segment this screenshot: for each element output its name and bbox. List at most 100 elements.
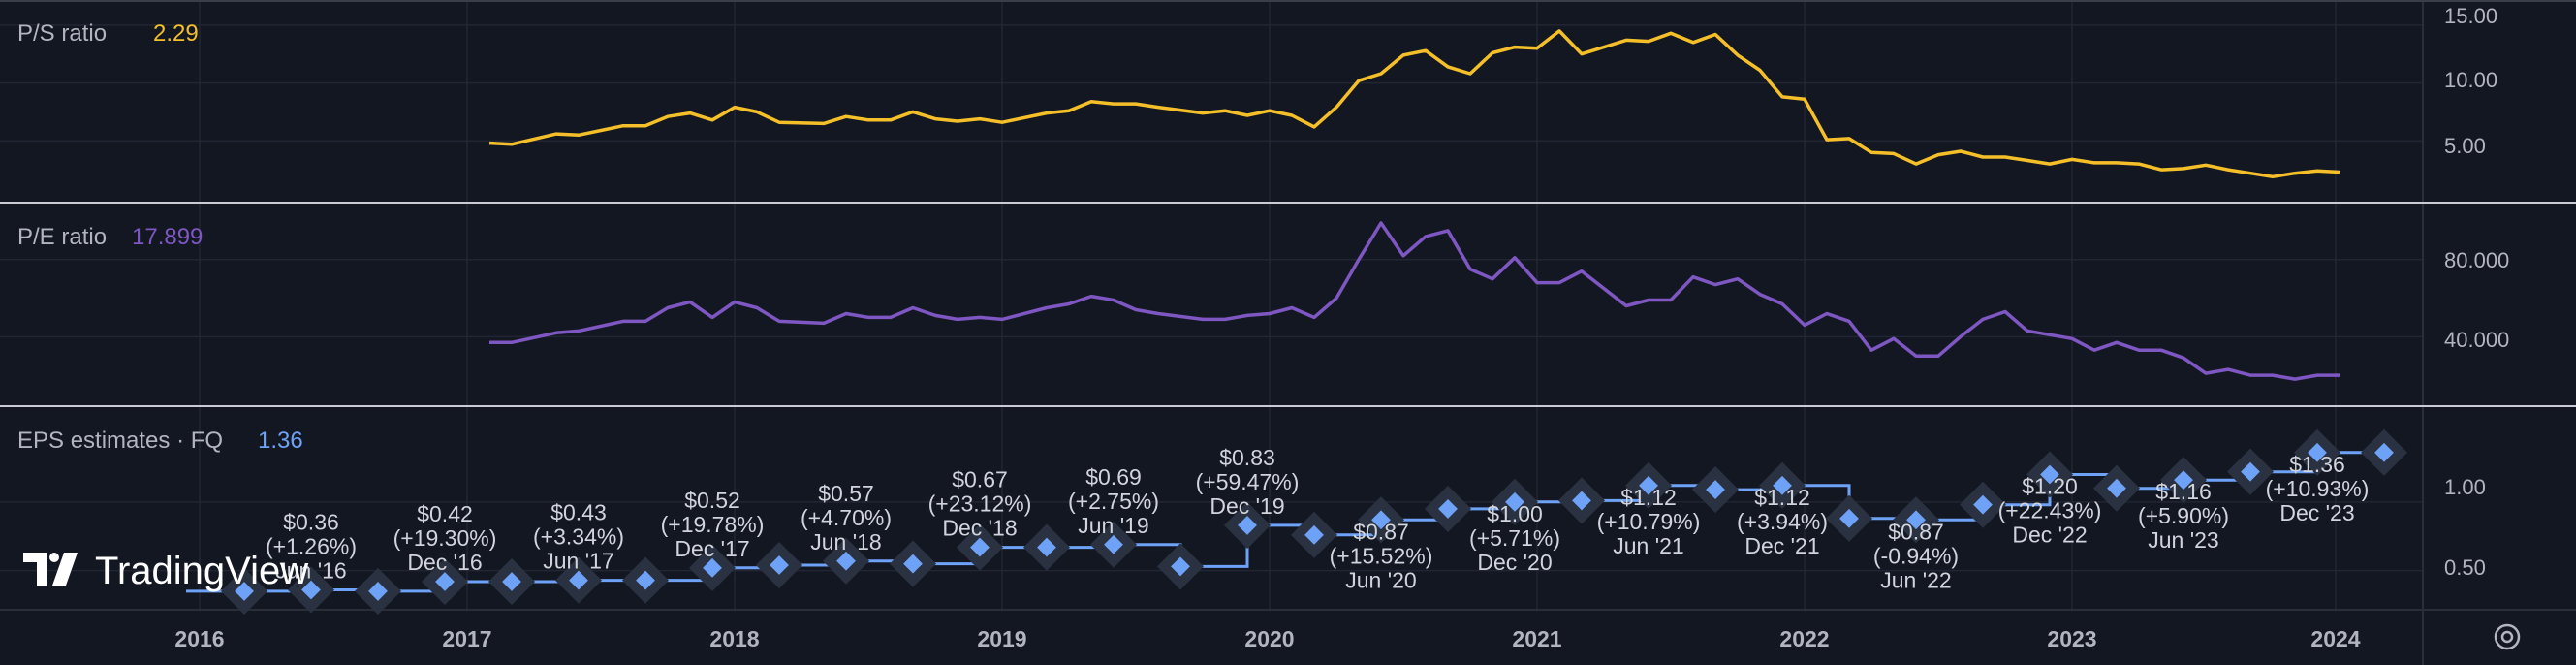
ps-pane[interactable]: P/S ratio 2.29: [17, 20, 199, 47]
eps-point[interactable]: [2308, 442, 2327, 462]
eps-point[interactable]: [1706, 480, 1725, 499]
eps-data-label: $0.36 (+1.26%) Jun '16: [266, 510, 357, 584]
eps-point[interactable]: [836, 551, 856, 571]
eps-point[interactable]: [1906, 510, 1926, 530]
x-axis[interactable]: 2016 2017 2018 2019 2020 2021 2022 2023 …: [174, 626, 2360, 651]
eps-point[interactable]: [1304, 524, 1324, 545]
pe-series-line[interactable]: [489, 221, 2340, 381]
eps-label-period: Dec '18: [942, 516, 1017, 541]
gear-icon[interactable]: [2494, 623, 2521, 650]
eps-label-period: Dec '19: [1209, 493, 1284, 519]
eps-point[interactable]: [770, 555, 789, 575]
eps-data-label: $0.87 (-0.94%) Jun '22: [1873, 519, 1959, 592]
eps-point[interactable]: [1973, 494, 1993, 515]
ps-current-value: 2.29: [153, 20, 199, 47]
eps-label-value: $0.69: [1085, 464, 1142, 490]
eps-point[interactable]: [1438, 499, 1458, 519]
eps-label-period: Dec '23: [2279, 500, 2354, 525]
eps-data-label: $0.52 (+19.78%) Dec '17: [661, 488, 765, 561]
eps-label-change: (+5.71%): [1469, 525, 1560, 551]
ps-ytick: 10.00: [2444, 68, 2497, 92]
x-tick: 2017: [442, 626, 491, 651]
x-tick: 2016: [174, 626, 224, 651]
eps-label-value: $1.12: [1620, 485, 1677, 510]
eps-label-change: (+10.79%): [1597, 509, 1701, 534]
eps-label-value: $0.83: [1219, 445, 1275, 470]
eps-label-period: Jun '22: [1880, 567, 1951, 592]
eps-label-change: (+5.90%): [2138, 503, 2229, 528]
eps-point[interactable]: [903, 554, 923, 574]
eps-point[interactable]: [368, 582, 388, 601]
eps-point[interactable]: [2241, 461, 2260, 482]
x-tick: 2024: [2310, 626, 2360, 651]
eps-label-change: (+23.12%): [928, 491, 1032, 517]
pe-y-axis[interactable]: 80.000 40.000: [2444, 248, 2509, 352]
eps-point[interactable]: [569, 570, 588, 590]
eps-point[interactable]: [2374, 442, 2394, 462]
eps-label-change: (+22.43%): [1998, 498, 2102, 523]
eps-point[interactable]: [1505, 491, 1524, 512]
eps-label-value: $0.67: [952, 467, 1008, 492]
eps-point[interactable]: [1639, 475, 1658, 495]
eps-point[interactable]: [1839, 508, 1859, 528]
ps-series-line[interactable]: [488, 29, 2340, 179]
eps-data-label: $0.87 (+15.52%) Jun '20: [1330, 519, 1433, 592]
eps-label-change: (+19.78%): [661, 512, 765, 537]
eps-label-value: $1.12: [1754, 485, 1810, 510]
eps-ytick: 1.00: [2444, 475, 2486, 499]
eps-label-change: (+10.93%): [2266, 476, 2370, 501]
eps-point[interactable]: [435, 572, 455, 591]
eps-point[interactable]: [703, 557, 722, 578]
eps-point[interactable]: [636, 570, 655, 590]
eps-data-label: $1.36 (+10.93%) Dec '23: [2266, 452, 2370, 525]
eps-point[interactable]: [2174, 470, 2193, 491]
x-tick: 2023: [2047, 626, 2096, 651]
eps-label-change: (-0.94%): [1873, 543, 1959, 568]
eps-label-value: $1.36: [2289, 452, 2345, 477]
eps-y-axis[interactable]: 1.00 0.50: [2444, 475, 2486, 580]
eps-ytick: 0.50: [2444, 555, 2486, 580]
x-tick: 2018: [709, 626, 759, 651]
ps-y-axis[interactable]: 15.00 10.00 5.00: [2444, 4, 2497, 158]
eps-label-period: Dec '22: [2012, 522, 2087, 548]
eps-point[interactable]: [1171, 556, 1190, 577]
pe-pane[interactable]: P/E ratio 17.899: [17, 224, 203, 250]
eps-point[interactable]: [1037, 537, 1056, 557]
eps-label-value: $0.36: [283, 510, 339, 535]
tradingview-logo-text: TradingView: [95, 550, 308, 592]
eps-label-value: $1.00: [1487, 501, 1543, 526]
eps-label-value: $1.16: [2155, 479, 2212, 504]
eps-point[interactable]: [1371, 510, 1391, 530]
eps-data-label: $1.00 (+5.71%) Dec '20: [1469, 501, 1560, 575]
eps-label-period: Jun '16: [275, 558, 346, 584]
x-tick: 2019: [977, 626, 1026, 651]
eps-point[interactable]: [970, 537, 990, 557]
tradingview-logo[interactable]: TradingView: [23, 550, 308, 592]
eps-label-change: (+15.52%): [1330, 543, 1433, 568]
eps-label-value: $0.43: [550, 500, 607, 525]
eps-data-label: $0.67 (+23.12%) Dec '18: [928, 467, 1032, 541]
eps-point[interactable]: [1104, 534, 1123, 554]
eps-label-change: (+4.70%): [801, 505, 892, 530]
eps-point[interactable]: [2107, 478, 2126, 498]
eps-label-change: (+3.34%): [533, 524, 624, 550]
ps-ytick: 15.00: [2444, 4, 2497, 28]
pe-ytick: 80.000: [2444, 248, 2509, 272]
eps-label-period: Dec '16: [407, 550, 482, 575]
eps-label-period: Jun '17: [543, 549, 613, 574]
eps-data-label: $1.16 (+5.90%) Jun '23: [2138, 479, 2229, 553]
eps-point[interactable]: [502, 572, 521, 591]
eps-point[interactable]: [1773, 475, 1792, 495]
eps-label-period: Jun '18: [810, 529, 881, 554]
eps-label-value: $0.42: [417, 501, 473, 526]
eps-label-change: (+3.94%): [1737, 509, 1828, 534]
eps-point[interactable]: [301, 580, 321, 600]
x-tick: 2021: [1512, 626, 1561, 651]
eps-pane[interactable]: EPS estimates · FQ 1.36: [17, 428, 303, 454]
eps-point[interactable]: [2040, 464, 2059, 485]
eps-point[interactable]: [1238, 516, 1257, 535]
eps-data-label: $0.83 (+59.47%) Dec '19: [1196, 445, 1300, 519]
eps-label-period: Jun '19: [1078, 513, 1148, 538]
